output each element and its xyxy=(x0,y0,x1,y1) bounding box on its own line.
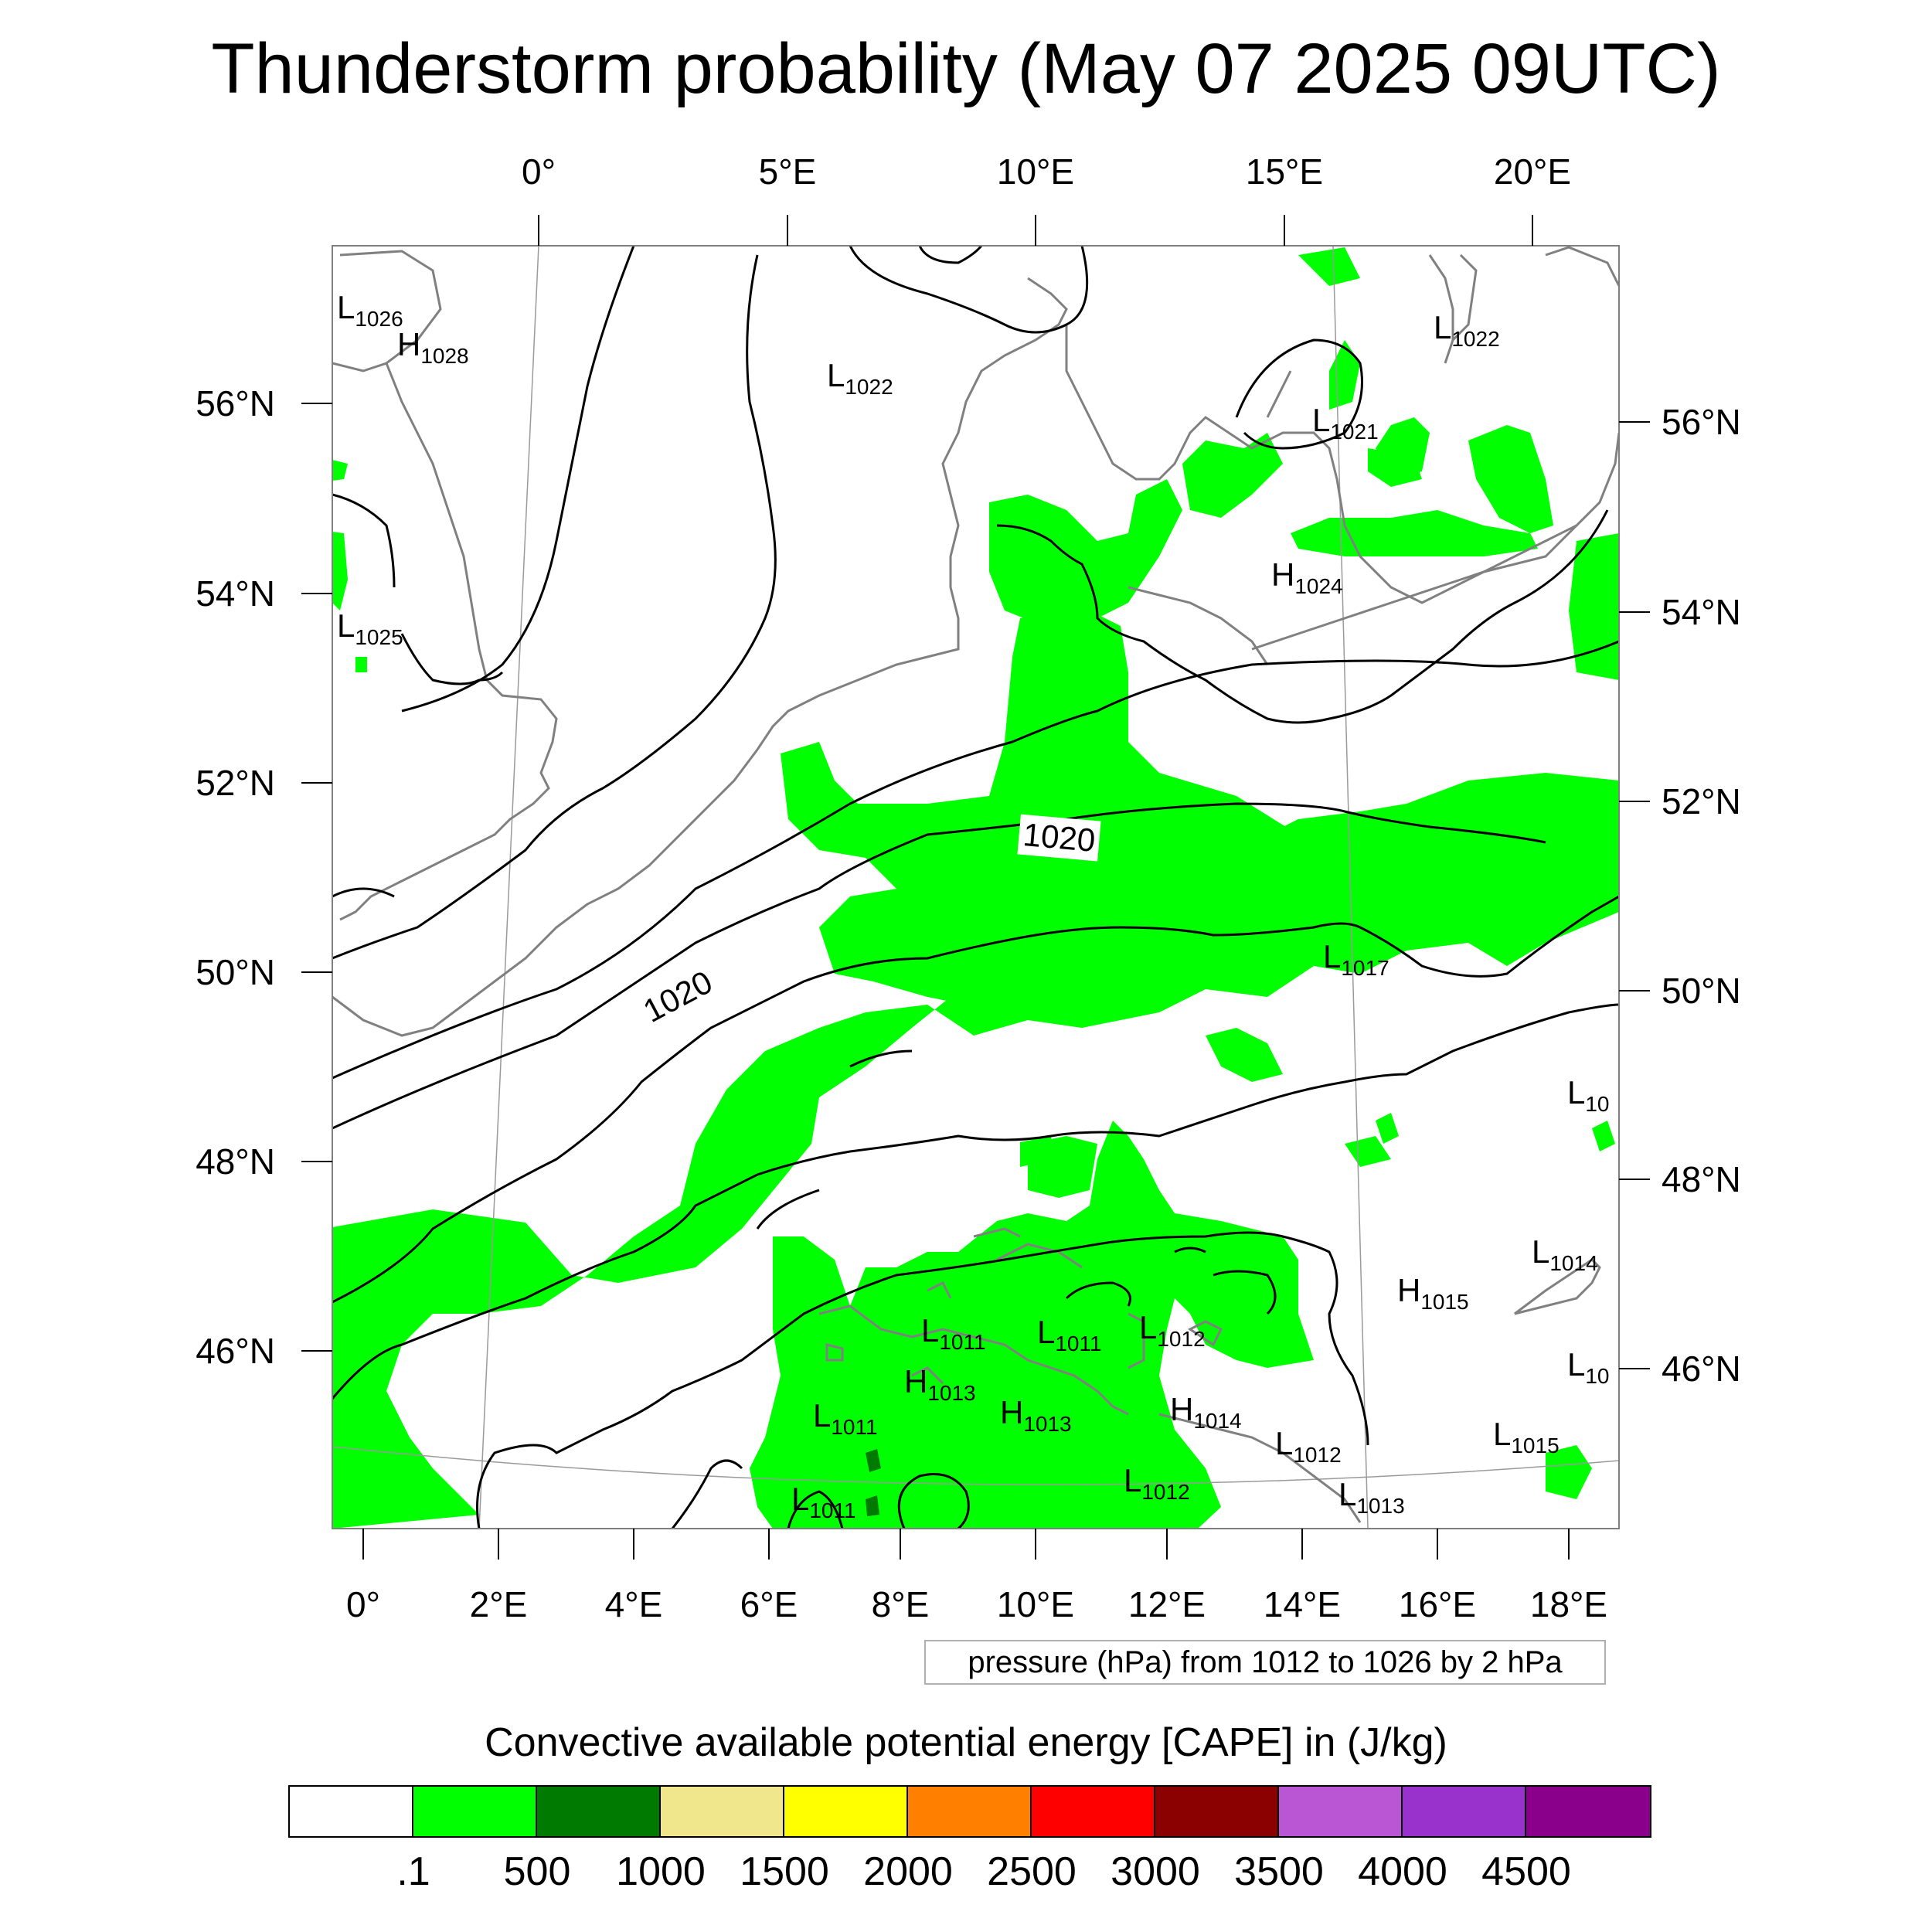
isobars xyxy=(332,246,1619,1529)
colorbar-box xyxy=(537,1787,661,1836)
lat-label: 54°N xyxy=(196,573,275,614)
colorbar-labels: .1 500 1000 1500 2000 2500 3000 3500 4000 4500 xyxy=(0,1849,1932,1903)
colorbar-label: 3000 xyxy=(1111,1849,1200,1894)
lon-label: 10°E xyxy=(997,1584,1074,1624)
colorbar-label: 4500 xyxy=(1481,1849,1571,1894)
lon-label: 2°E xyxy=(470,1584,528,1624)
pressure-center: H1014 xyxy=(1170,1391,1242,1433)
contour-labels: 1020 1020 xyxy=(633,814,1101,1034)
colorbar-box xyxy=(1526,1787,1650,1836)
lat-label: 54°N xyxy=(1662,592,1741,632)
contour-label: 1020 xyxy=(1022,816,1097,859)
lat-label: 50°N xyxy=(1662,971,1741,1011)
pressure-center: L1012 xyxy=(1124,1462,1190,1504)
lat-label: 48°N xyxy=(196,1141,275,1182)
lon-label: 18°E xyxy=(1530,1584,1607,1624)
bottom-lon-labels: 0° 2°E 4°E 6°E 8°E 10°E 12°E 14°E 16°E 1… xyxy=(346,1584,1607,1624)
lat-label: 52°N xyxy=(196,763,275,803)
lat-label: 46°N xyxy=(196,1331,275,1371)
lat-label: 48°N xyxy=(1662,1159,1741,1199)
colorbar-label: .1 xyxy=(396,1849,430,1894)
tick-marks xyxy=(301,215,1650,1560)
pressure-center: L10 xyxy=(1567,1074,1610,1116)
lon-label: 8°E xyxy=(872,1584,930,1624)
colorbar-label: 1500 xyxy=(740,1849,829,1894)
colorbar-label: 3500 xyxy=(1234,1849,1324,1894)
pressure-center: L1021 xyxy=(1312,402,1379,444)
legend-title: Convective available potential energy [C… xyxy=(485,1720,1447,1765)
lon-label: 5°E xyxy=(759,151,817,192)
colorbar-box xyxy=(1155,1787,1279,1836)
pressure-center: L1011 xyxy=(791,1481,856,1522)
pressure-center: L1022 xyxy=(1434,309,1500,351)
pressure-note: pressure (hPa) from 1012 to 1026 by 2 hP… xyxy=(924,1640,1606,1685)
lon-label: 12°E xyxy=(1128,1584,1206,1624)
lat-label: 56°N xyxy=(196,383,275,423)
colorbar-box xyxy=(661,1787,784,1836)
pressure-center: L1012 xyxy=(1139,1309,1206,1351)
pressure-center: H1013 xyxy=(904,1363,976,1405)
lon-label: 0° xyxy=(346,1584,380,1624)
pressure-center: H1015 xyxy=(1397,1272,1469,1314)
lon-label: 10°E xyxy=(997,151,1074,192)
pressure-center: H1013 xyxy=(1000,1394,1072,1436)
colorbar-label: 4000 xyxy=(1358,1849,1447,1894)
lon-label: 16°E xyxy=(1399,1584,1476,1624)
pressure-center: L1015 xyxy=(1493,1416,1560,1458)
lon-label: 6°E xyxy=(740,1584,798,1624)
pressure-center: L1026 xyxy=(337,289,403,331)
cape-field-mid xyxy=(866,1449,881,1516)
pressure-center: L1012 xyxy=(1275,1425,1342,1467)
lon-label: 15°E xyxy=(1246,151,1323,192)
map-title: Thunderstorm probability (May 07 2025 09… xyxy=(211,29,1721,108)
colorbar-label: 1000 xyxy=(616,1849,706,1894)
pressure-center: L1011 xyxy=(1037,1314,1102,1355)
colorbar xyxy=(288,1785,1651,1838)
colorbar-box xyxy=(1279,1787,1403,1836)
pressure-center: L1011 xyxy=(813,1397,878,1439)
pressure-center: L1014 xyxy=(1532,1233,1598,1275)
pressure-center: L1017 xyxy=(1323,938,1389,980)
pressure-center: L1025 xyxy=(337,607,403,649)
lon-label: 14°E xyxy=(1264,1584,1341,1624)
top-lon-labels: 0° 5°E 10°E 15°E 20°E xyxy=(522,151,1571,192)
lon-label: 0° xyxy=(522,151,556,192)
pressure-center: L1022 xyxy=(827,357,893,399)
pressure-centers: L1026 H1028 L1022 L1022 L1021 L1025 H102… xyxy=(337,289,1610,1522)
right-lat-labels: 56°N 54°N 52°N 50°N 48°N 46°N xyxy=(1662,402,1741,1389)
colorbar-box xyxy=(908,1787,1032,1836)
colorbar-box xyxy=(784,1787,908,1836)
pressure-center: H1024 xyxy=(1271,556,1343,598)
colorbar-label: 500 xyxy=(503,1849,571,1894)
pressure-center: L1013 xyxy=(1338,1476,1405,1518)
colorbar-box xyxy=(1032,1787,1155,1836)
lat-label: 46°N xyxy=(1662,1349,1741,1389)
colorbar-label: 2500 xyxy=(987,1849,1077,1894)
colorbar-box xyxy=(1403,1787,1526,1836)
lon-label: 20°E xyxy=(1494,151,1571,192)
pressure-center: L10 xyxy=(1567,1346,1610,1388)
lat-label: 52°N xyxy=(1662,781,1741,821)
lat-label: 56°N xyxy=(1662,402,1741,442)
pressure-center: L1011 xyxy=(921,1312,986,1354)
coastlines xyxy=(332,246,1619,1523)
lon-label: 4°E xyxy=(605,1584,663,1624)
colorbar-box xyxy=(290,1787,413,1836)
left-lat-labels: 56°N 54°N 52°N 50°N 48°N 46°N xyxy=(196,383,275,1371)
colorbar-label: 2000 xyxy=(863,1849,953,1894)
pressure-center: H1028 xyxy=(397,326,469,368)
lat-label: 50°N xyxy=(196,952,275,992)
graticule xyxy=(332,246,1619,1529)
colorbar-box xyxy=(413,1787,537,1836)
